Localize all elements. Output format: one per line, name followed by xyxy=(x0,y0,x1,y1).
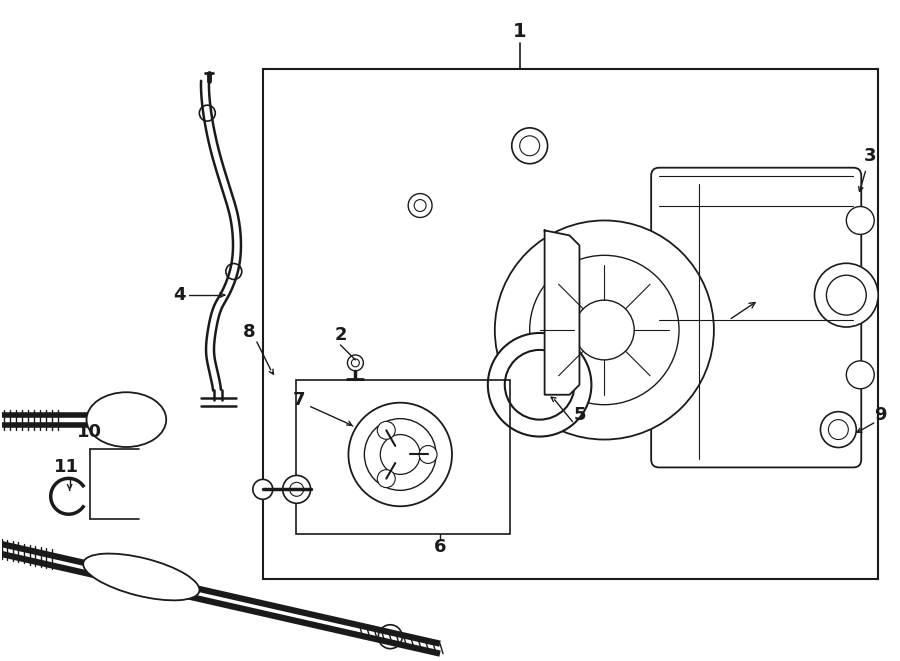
Circle shape xyxy=(414,200,426,212)
Circle shape xyxy=(530,255,679,405)
Circle shape xyxy=(846,206,874,235)
Circle shape xyxy=(199,105,215,121)
Circle shape xyxy=(253,479,273,499)
FancyBboxPatch shape xyxy=(652,168,861,467)
Polygon shape xyxy=(544,231,580,395)
Circle shape xyxy=(377,421,395,440)
Circle shape xyxy=(351,359,359,367)
Text: 8: 8 xyxy=(242,323,256,341)
Circle shape xyxy=(821,412,856,447)
Circle shape xyxy=(347,355,364,371)
Circle shape xyxy=(381,434,420,475)
Text: 2: 2 xyxy=(334,326,346,344)
Circle shape xyxy=(846,361,874,389)
Bar xyxy=(263,69,878,579)
Circle shape xyxy=(226,264,242,280)
Text: 6: 6 xyxy=(434,538,446,556)
Circle shape xyxy=(409,194,432,217)
Text: 9: 9 xyxy=(874,406,886,424)
Circle shape xyxy=(378,625,402,648)
Circle shape xyxy=(377,470,395,488)
Circle shape xyxy=(505,350,574,420)
Text: 4: 4 xyxy=(173,286,185,304)
Ellipse shape xyxy=(86,392,166,447)
Text: 1: 1 xyxy=(513,22,526,41)
Text: 5: 5 xyxy=(573,406,586,424)
Circle shape xyxy=(348,403,452,506)
Circle shape xyxy=(364,418,436,490)
Text: 7: 7 xyxy=(292,391,305,408)
Circle shape xyxy=(495,221,714,440)
Circle shape xyxy=(290,483,303,496)
Text: 3: 3 xyxy=(864,147,877,165)
Circle shape xyxy=(419,446,437,463)
Circle shape xyxy=(488,333,591,436)
Circle shape xyxy=(283,475,310,503)
Bar xyxy=(296,380,509,534)
Circle shape xyxy=(512,128,547,164)
Circle shape xyxy=(519,136,540,156)
Circle shape xyxy=(547,368,562,382)
Circle shape xyxy=(826,275,866,315)
Circle shape xyxy=(574,300,634,360)
Text: 10: 10 xyxy=(77,422,102,441)
Circle shape xyxy=(547,308,562,322)
Ellipse shape xyxy=(83,553,200,600)
Text: 11: 11 xyxy=(54,459,79,477)
Circle shape xyxy=(547,249,562,262)
Circle shape xyxy=(814,263,878,327)
Circle shape xyxy=(828,420,849,440)
